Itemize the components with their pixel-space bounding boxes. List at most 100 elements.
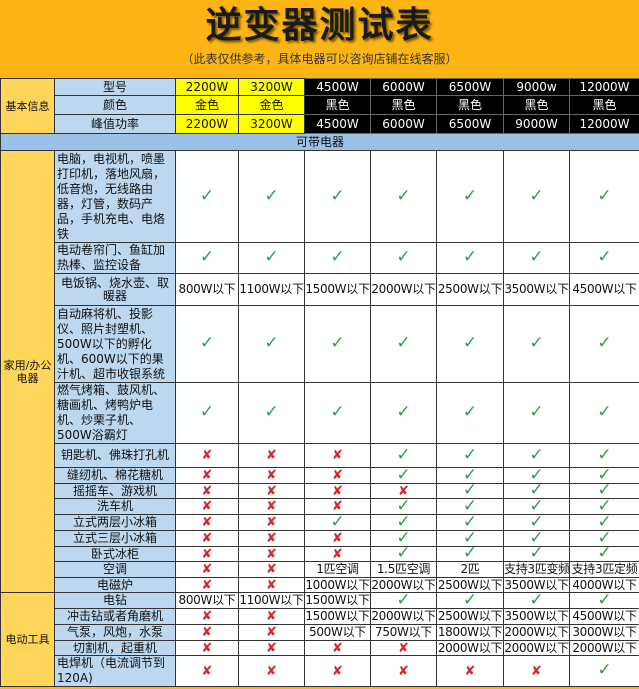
check-cell: ✓ (305, 151, 371, 243)
table-row: 卧式冰柜✘✘✘✓✓✓✓ (1, 547, 639, 562)
appliance-label: 立式三层小冰箱 (55, 531, 176, 547)
check-cell: ✓ (437, 306, 504, 383)
check-cell: ✓ (437, 484, 504, 499)
cross-cell: ✘ (176, 656, 239, 687)
check-icon: ✓ (396, 445, 410, 465)
value-cell: 1100W以下 (239, 593, 305, 609)
check-cell: ✓ (504, 151, 570, 243)
check-icon: ✓ (463, 333, 477, 353)
cross-cell: ✘ (176, 468, 239, 484)
check-icon: ✓ (396, 499, 410, 515)
cross-icon: ✘ (266, 499, 277, 514)
row-label: 峰值功率 (55, 115, 176, 134)
cross-cell: ✘ (504, 656, 570, 687)
check-cell: ✓ (570, 499, 639, 515)
check-icon: ✓ (264, 333, 278, 353)
check-icon: ✓ (330, 247, 344, 267)
cross-icon: ✘ (266, 562, 277, 577)
table-row: 家用/办公电器电脑，电视机，喷墨打印机，落地风扇，低音炮，无线路由器，灯管，数码… (1, 151, 639, 243)
check-cell: ✓ (570, 444, 639, 468)
cross-icon: ✘ (266, 468, 277, 483)
cross-cell: ✘ (239, 499, 305, 515)
check-icon: ✓ (529, 247, 543, 267)
check-cell: ✓ (437, 499, 504, 515)
cross-cell: ✘ (305, 547, 371, 562)
check-cell: ✓ (437, 151, 504, 243)
value-cell: 3500W以下 (504, 609, 570, 625)
check-icon: ✓ (396, 402, 410, 422)
appliance-label: 切割机，起重机 (55, 641, 176, 656)
check-icon: ✓ (264, 186, 278, 206)
cross-cell: ✘ (176, 578, 239, 593)
check-cell: ✓ (504, 499, 570, 515)
check-cell: ✓ (239, 383, 305, 444)
table-row: 缝纫机、棉花糖机✘✘✘✓✓✓✓ (1, 468, 639, 484)
model-cell: 6000W (371, 115, 437, 134)
info-row: 颜色金色金色黑色黑色黑色黑色黑色 (1, 96, 639, 115)
check-icon: ✓ (330, 333, 344, 353)
value-cell: 2000W以下 (437, 641, 504, 656)
check-cell: ✓ (371, 306, 437, 383)
cross-icon: ✘ (202, 468, 213, 483)
cross-icon: ✘ (202, 531, 213, 546)
category-1: 电动工具 (1, 593, 55, 687)
cross-icon: ✘ (531, 664, 542, 679)
model-cell: 黑色 (305, 96, 371, 115)
check-cell: ✓ (437, 468, 504, 484)
check-cell: ✓ (570, 468, 639, 484)
check-icon: ✓ (200, 186, 214, 206)
model-cell: 9000w (504, 79, 570, 96)
cross-icon: ✘ (332, 664, 343, 679)
value-cell: 2500W以下 (437, 578, 504, 593)
model-cell: 4500W (305, 115, 371, 134)
check-cell: ✓ (371, 468, 437, 484)
cross-cell: ✘ (176, 499, 239, 515)
check-cell: ✓ (239, 306, 305, 383)
appliance-label: 电饭锅、烧水壶、取暖器 (55, 274, 176, 306)
check-icon: ✓ (396, 333, 410, 353)
value-cell: 1100W以下 (239, 274, 305, 306)
check-icon: ✓ (529, 531, 543, 547)
cross-cell: ✘ (176, 484, 239, 499)
cross-icon: ✘ (266, 609, 277, 624)
check-icon: ✓ (597, 402, 611, 422)
row-label: 型号 (55, 79, 176, 96)
check-cell: ✓ (371, 499, 437, 515)
cross-cell: ✘ (176, 531, 239, 547)
cross-cell: ✘ (371, 656, 437, 687)
cross-cell: ✘ (176, 562, 239, 578)
check-icon: ✓ (529, 468, 543, 484)
table-row: 燃气烤箱、鼓风机、糖画机、烤鸭炉电机、炒栗子机、500W浴霸灯✓✓✓✓✓✓✓ (1, 383, 639, 444)
check-cell: ✓ (437, 243, 504, 274)
cross-icon: ✘ (266, 641, 277, 656)
check-cell: ✓ (570, 547, 639, 562)
model-cell: 2200W (176, 79, 239, 96)
check-icon: ✓ (200, 333, 214, 353)
model-cell: 黑色 (570, 96, 639, 115)
check-cell: ✓ (570, 306, 639, 383)
check-cell: ✓ (371, 243, 437, 274)
value-cell: 2000W以下 (570, 641, 639, 656)
check-icon: ✓ (597, 660, 611, 680)
check-cell: ✓ (570, 515, 639, 531)
value-cell: 2000W以下 (504, 641, 570, 656)
check-icon: ✓ (597, 186, 611, 206)
check-icon: ✓ (330, 402, 344, 422)
check-icon: ✓ (264, 247, 278, 267)
check-icon: ✓ (463, 531, 477, 547)
check-icon: ✓ (330, 186, 344, 206)
check-icon: ✓ (396, 547, 410, 562)
model-cell: 黑色 (371, 96, 437, 115)
appliance-label: 缝纫机、棉花糖机 (55, 468, 176, 484)
cross-icon: ✘ (266, 578, 277, 593)
cross-cell: ✘ (371, 641, 437, 656)
cross-icon: ✘ (202, 499, 213, 514)
check-cell: ✓ (176, 151, 239, 243)
check-cell: ✓ (305, 243, 371, 274)
appliance-label: 立式两层小冰箱 (55, 515, 176, 531)
cross-icon: ✘ (266, 664, 277, 679)
cross-cell: ✘ (239, 609, 305, 625)
